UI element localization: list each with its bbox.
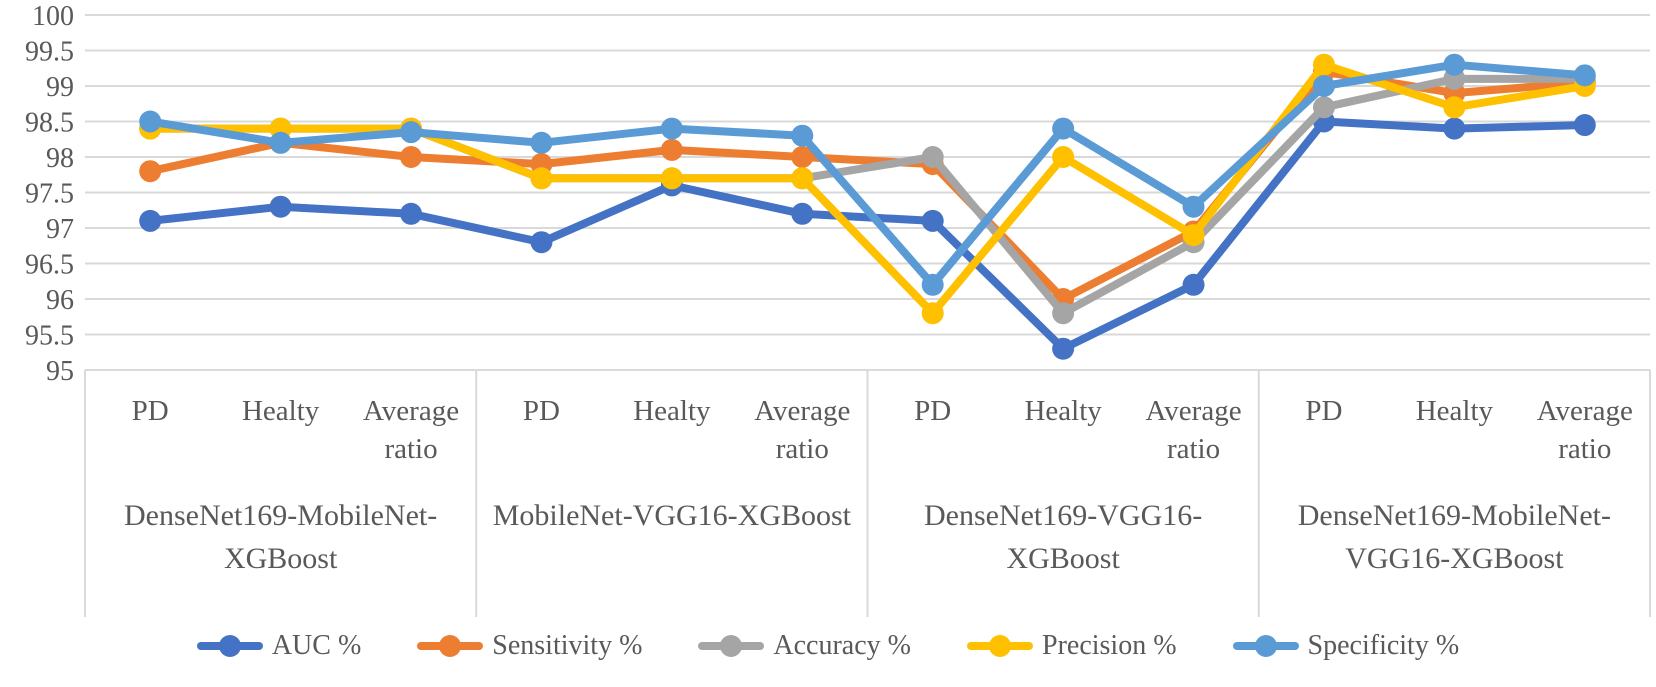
y-axis-tick-label: 99.5 bbox=[25, 37, 74, 68]
x-axis-point-label: Average bbox=[1146, 395, 1242, 427]
data-point-marker bbox=[1443, 96, 1466, 119]
data-point-marker bbox=[1312, 75, 1335, 97]
category-axis: PD Healty Average ratio PD Healty Average ratio… bbox=[84, 370, 1651, 617]
data-point-marker bbox=[1443, 117, 1466, 140]
x-axis-point-label: Healty bbox=[633, 395, 711, 427]
legend-marker-icon bbox=[698, 635, 765, 657]
x-axis-group-label: DenseNet169-VGG16- bbox=[924, 499, 1202, 532]
x-axis-point-label: Healty bbox=[1024, 395, 1102, 427]
chart-legend: AUC % Sensitivity % Accuracy % Precision % S… bbox=[0, 630, 1656, 662]
data-point-marker bbox=[921, 302, 944, 325]
data-point-marker bbox=[1052, 146, 1075, 168]
y-axis-tick-label: 96 bbox=[46, 285, 74, 316]
legend-item-auc: AUC % bbox=[196, 630, 362, 662]
x-axis-point-label: ratio bbox=[1558, 433, 1611, 465]
y-axis-tick-label: 95.5 bbox=[25, 321, 74, 352]
data-point-marker bbox=[139, 209, 162, 232]
data-point-marker bbox=[791, 146, 814, 168]
data-point-marker bbox=[791, 167, 814, 190]
data-point-marker bbox=[400, 121, 423, 144]
data-point-marker bbox=[1573, 114, 1596, 137]
y-axis-tick-label: 100 bbox=[32, 1, 74, 32]
data-point-marker bbox=[1182, 224, 1205, 247]
data-point-marker bbox=[791, 124, 814, 147]
data-point-marker bbox=[400, 202, 423, 225]
series-line bbox=[146, 117, 1589, 353]
legend-label: Specificity % bbox=[1307, 630, 1460, 661]
x-axis-point-label: ratio bbox=[384, 433, 437, 465]
line-chart: 100 99.5 99 98.5 98 97.5 97 96.5 96 95.5 95 PD Healt… bbox=[25, 1, 1651, 617]
series-line bbox=[146, 60, 1589, 289]
x-axis-point-label: PD bbox=[1305, 395, 1342, 427]
data-point-marker bbox=[530, 231, 553, 254]
series-accuracy bbox=[139, 67, 1596, 325]
y-axis-tick-label: 97 bbox=[46, 214, 74, 245]
series-specificity bbox=[139, 53, 1596, 296]
data-point-marker bbox=[400, 146, 423, 168]
y-axis-tick-label: 98 bbox=[46, 143, 74, 174]
data-point-marker bbox=[660, 167, 683, 190]
y-axis-tick-label: 96.5 bbox=[25, 250, 74, 281]
legend-marker-icon bbox=[196, 635, 263, 657]
legend-item-precision: Precision % bbox=[967, 630, 1177, 662]
legend-label: Precision % bbox=[1042, 630, 1177, 661]
data-point-marker bbox=[921, 146, 944, 168]
x-axis-group-label: XGBoost bbox=[224, 542, 338, 575]
x-axis-group-label: MobileNet-VGG16-XGBoost bbox=[493, 499, 852, 532]
y-axis-tick-label: 95 bbox=[46, 356, 74, 387]
data-point-marker bbox=[660, 117, 683, 140]
data-point-marker bbox=[921, 273, 944, 296]
data-point-marker bbox=[139, 160, 162, 183]
x-axis-point-label: ratio bbox=[1167, 433, 1220, 465]
x-axis-point-label: Average bbox=[1537, 395, 1633, 427]
data-point-marker bbox=[1052, 337, 1075, 360]
x-axis-point-label: Average bbox=[754, 395, 850, 427]
x-axis-point-label: PD bbox=[523, 395, 560, 427]
x-axis-group-label: DenseNet169-MobileNet- bbox=[124, 499, 437, 532]
x-axis-point-label: Healty bbox=[1416, 395, 1494, 427]
y-axis-tick-label: 97.5 bbox=[25, 179, 74, 210]
data-point-marker bbox=[1182, 273, 1205, 296]
y-axis-tick-label: 99 bbox=[46, 72, 74, 103]
x-axis-group-label: DenseNet169-MobileNet- bbox=[1298, 499, 1611, 532]
legend-marker-icon bbox=[1232, 635, 1299, 657]
legend-marker-icon bbox=[967, 635, 1033, 657]
x-axis-point-label: ratio bbox=[776, 433, 829, 465]
series-line bbox=[146, 74, 1589, 318]
data-point-marker bbox=[269, 195, 292, 218]
legend-item-sensitivity: Sensitivity % bbox=[417, 630, 642, 662]
legend-marker-icon bbox=[417, 635, 484, 657]
data-point-marker bbox=[660, 138, 683, 161]
legend-label: Sensitivity % bbox=[492, 630, 643, 661]
series-line bbox=[146, 60, 1589, 318]
data-point-marker bbox=[530, 167, 553, 190]
data-point-marker bbox=[530, 131, 553, 154]
x-axis-point-label: PD bbox=[914, 395, 951, 427]
data-point-marker bbox=[791, 202, 814, 225]
data-point-marker bbox=[1052, 302, 1075, 325]
data-point-marker bbox=[1052, 117, 1075, 140]
series-line bbox=[146, 67, 1589, 303]
data-point-marker bbox=[1573, 64, 1596, 87]
x-axis-group-label: VGG16-XGBoost bbox=[1345, 542, 1564, 575]
legend-label: AUC % bbox=[271, 630, 362, 661]
x-axis-group-label: XGBoost bbox=[1006, 542, 1120, 575]
data-point-marker bbox=[921, 209, 944, 232]
legend-label: Accuracy % bbox=[773, 630, 911, 661]
y-axis-tick-label: 98.5 bbox=[25, 108, 74, 139]
data-point-marker bbox=[1443, 53, 1466, 76]
legend-item-specificity: Specificity % bbox=[1232, 630, 1460, 662]
legend-item-accuracy: Accuracy % bbox=[698, 630, 911, 662]
y-axis-tick-labels: 100 99.5 99 98.5 98 97.5 97 96.5 96 95.5 95 bbox=[25, 1, 74, 387]
data-point-marker bbox=[1312, 96, 1335, 119]
data-point-marker bbox=[1182, 195, 1205, 218]
data-point-marker bbox=[139, 110, 162, 133]
x-axis-point-label: Healty bbox=[242, 395, 320, 427]
x-axis-point-label: PD bbox=[132, 395, 169, 427]
data-point-marker bbox=[269, 131, 292, 154]
data-point-marker bbox=[1312, 53, 1335, 76]
x-axis-point-label: Average bbox=[363, 395, 459, 427]
